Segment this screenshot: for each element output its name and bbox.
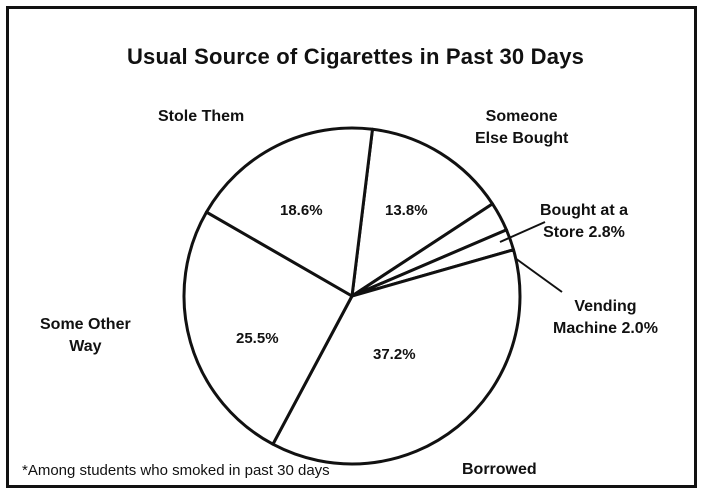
pie-slice-some-other-way	[182, 210, 354, 446]
label-someone-else-bought: Someone Else Bought	[475, 108, 569, 147]
value-label-borrowed: 37.2%	[373, 346, 416, 363]
value-label-someone-else-bought: 13.8%	[385, 202, 428, 219]
leader-line-bought-at-store	[499, 221, 546, 243]
value-label-some-other-way: 25.5%	[236, 330, 279, 347]
label-vending-machine: Vending Machine 2.0%	[553, 298, 658, 337]
label-stole-them: Stole Them	[158, 108, 245, 125]
label-some-other-way: Some Other Way	[40, 316, 131, 355]
footnote: *Among students who smoked in past 30 da…	[22, 462, 330, 479]
pie-slice-borrowed	[271, 248, 522, 466]
pie-slice-stole-them	[204, 126, 374, 298]
label-borrowed: Borrowed	[462, 461, 537, 478]
label-bought-at-store: Bought at a Store 2.8%	[540, 202, 628, 241]
leader-line-vending-machine	[514, 257, 563, 293]
value-label-stole-them: 18.6%	[280, 202, 323, 219]
pie-slice-someone-else-bought	[350, 127, 494, 298]
chart-title: Usual Source of Cigarettes in Past 30 Da…	[126, 44, 585, 69]
